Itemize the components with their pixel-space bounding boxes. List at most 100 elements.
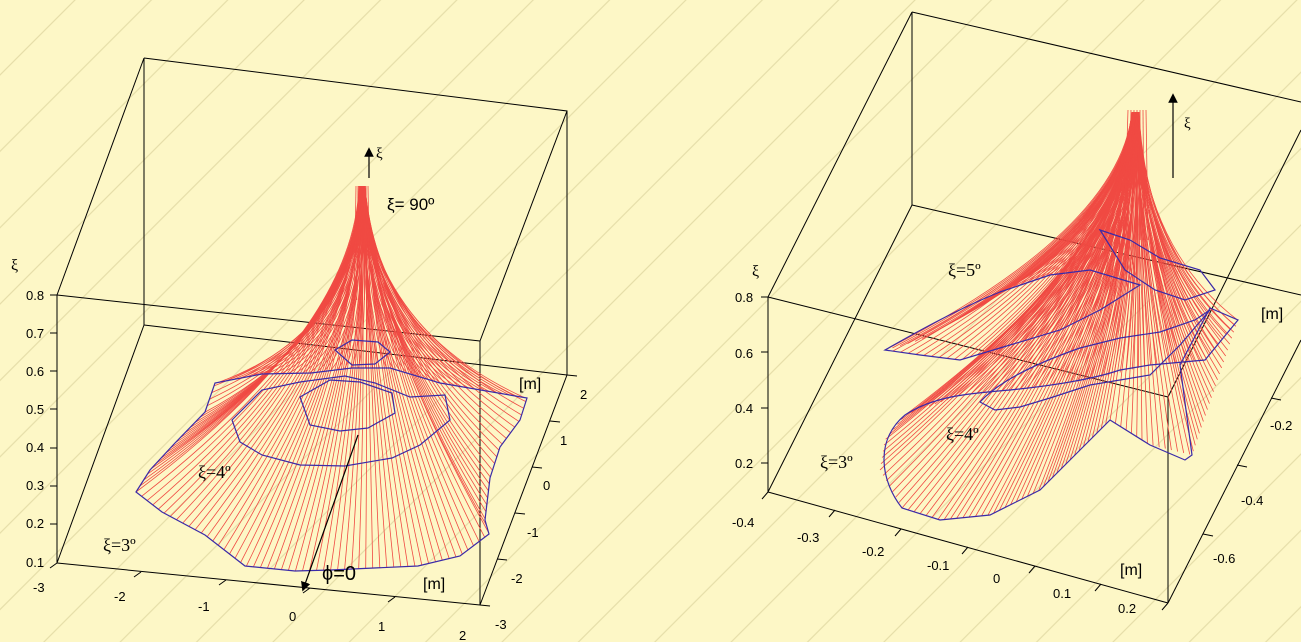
right-unit-y: [m] <box>1261 306 1283 323</box>
right-xtick: 0 <box>993 571 1000 586</box>
mesh-line <box>356 185 359 301</box>
mesh-line <box>969 111 1137 358</box>
left-unit-x: [m] <box>423 576 445 593</box>
mesh-line <box>1137 111 1154 446</box>
mesh-line <box>163 185 362 514</box>
right-ztick: 0.8 <box>735 290 753 305</box>
mesh-line <box>1051 111 1139 478</box>
mesh-line <box>363 185 374 569</box>
mesh-line <box>158 185 363 510</box>
left-contour-outer <box>135 367 528 572</box>
left-z-ticks: 0.8 0.7 0.6 0.5 0.4 0.3 0.2 0.1 <box>26 288 44 570</box>
mesh-line <box>330 185 364 571</box>
chart-left: 0.8 0.7 0.6 0.5 0.4 0.3 0.2 0.1 ξ -3 -2 … <box>11 57 587 642</box>
mesh-line <box>892 111 1137 492</box>
mesh-line <box>253 185 364 376</box>
mesh-line <box>147 185 363 475</box>
left-ztick: 0.2 <box>26 516 44 531</box>
left-y-ticks: -3 -2 -1 0 1 2 <box>495 387 587 632</box>
right-label-contour-mid: ξ=4º <box>946 424 979 444</box>
right-z-ticks: 0.8 0.6 0.4 0.2 <box>735 290 753 471</box>
mesh-line <box>1044 111 1137 335</box>
left-surface-mesh <box>135 185 527 572</box>
mesh-line <box>1142 109 1145 241</box>
mesh-line <box>363 185 366 301</box>
left-box-back <box>56 57 568 606</box>
right-tick-marks <box>761 296 1282 611</box>
mesh-line <box>364 185 416 567</box>
mesh-line <box>367 185 371 301</box>
left-label-contour-mid: ξ=4º <box>198 462 231 482</box>
right-ytick: -0.2 <box>1270 418 1292 433</box>
right-label-contour-top: ξ=5º <box>948 260 981 280</box>
mesh-line <box>364 185 486 520</box>
left-ztick: 0.5 <box>26 402 44 417</box>
mesh-line <box>141 185 366 497</box>
left-x-ticks: -3 -2 -1 0 1 2 <box>33 580 466 642</box>
left-xtick: 0 <box>289 609 296 624</box>
mesh-line <box>1138 111 1235 333</box>
right-xtick: 0.2 <box>1118 601 1136 616</box>
mesh-line <box>1109 111 1140 421</box>
left-ztick: 0.1 <box>26 555 44 570</box>
left-ztick: 0.4 <box>26 440 44 455</box>
mesh-line <box>1079 111 1137 319</box>
right-xtick: 0.1 <box>1053 586 1071 601</box>
mesh-line <box>1138 111 1191 455</box>
right-y-ticks: -0.6 -0.4 -0.2 <box>1213 418 1292 566</box>
right-ytick: -0.4 <box>1241 493 1263 508</box>
left-label-phi: ϕ=0 <box>322 563 356 585</box>
left-ytick: -1 <box>527 525 539 540</box>
right-xtick: -0.1 <box>927 558 949 573</box>
right-unit-x: [m] <box>1120 562 1142 579</box>
right-xtick: -0.2 <box>862 544 884 559</box>
chart-right: 0.8 0.6 0.4 0.2 ξ -0.4 -0.3 -0.2 -0.1 0 … <box>732 11 1301 616</box>
mesh-line <box>879 111 1134 471</box>
right-contours <box>883 228 1239 521</box>
right-contour-inner <box>1098 228 1216 301</box>
mesh-line <box>229 185 365 555</box>
right-ztick: 0.2 <box>735 456 753 471</box>
left-ytick: -3 <box>495 617 507 632</box>
mesh-line <box>1135 109 1138 241</box>
mesh-line <box>364 185 493 471</box>
mesh-line <box>365 185 368 301</box>
left-tick-marks <box>49 294 578 607</box>
right-xtick: -0.3 <box>797 530 819 545</box>
left-ytick: 0 <box>543 478 550 493</box>
mesh-line <box>188 185 365 527</box>
mesh-line <box>223 185 366 550</box>
left-contour-mid <box>231 375 451 467</box>
mesh-line <box>360 185 503 445</box>
right-xtick: -0.4 <box>732 515 754 530</box>
left-ytick: 2 <box>580 387 587 402</box>
right-label-contour-outer: ξ=3º <box>820 452 853 472</box>
left-ztick: 0.3 <box>26 478 44 493</box>
right-ztick: 0.6 <box>735 346 753 361</box>
left-xtick: 2 <box>459 628 466 642</box>
mesh-line <box>1113 111 1137 300</box>
left-ztick: 0.6 <box>26 364 44 379</box>
left-contours <box>135 339 528 572</box>
left-label-xi: ξ <box>376 146 383 162</box>
left-z-label: ξ <box>11 257 18 274</box>
left-phi-axis <box>301 434 359 592</box>
mesh-line <box>363 185 469 551</box>
mesh-line <box>923 111 1133 356</box>
mesh-line <box>1138 111 1220 375</box>
left-ztick: 0.8 <box>26 288 44 303</box>
left-xtick: -1 <box>198 599 210 614</box>
left-ztick: 0.7 <box>26 326 44 341</box>
right-contour-top <box>883 269 1142 361</box>
mesh-line <box>362 185 474 546</box>
mesh-line <box>364 185 368 569</box>
left-xtick: -2 <box>114 589 126 604</box>
mesh-line <box>1138 111 1148 444</box>
left-contour-neck <box>333 339 391 366</box>
right-x-ticks: -0.4 -0.3 -0.2 -0.1 0 0.1 0.2 <box>732 515 1136 616</box>
mesh-line <box>892 111 1137 352</box>
mesh-line <box>1015 111 1139 503</box>
right-contour-mid <box>979 309 1211 411</box>
right-ytick: -0.6 <box>1213 551 1235 566</box>
